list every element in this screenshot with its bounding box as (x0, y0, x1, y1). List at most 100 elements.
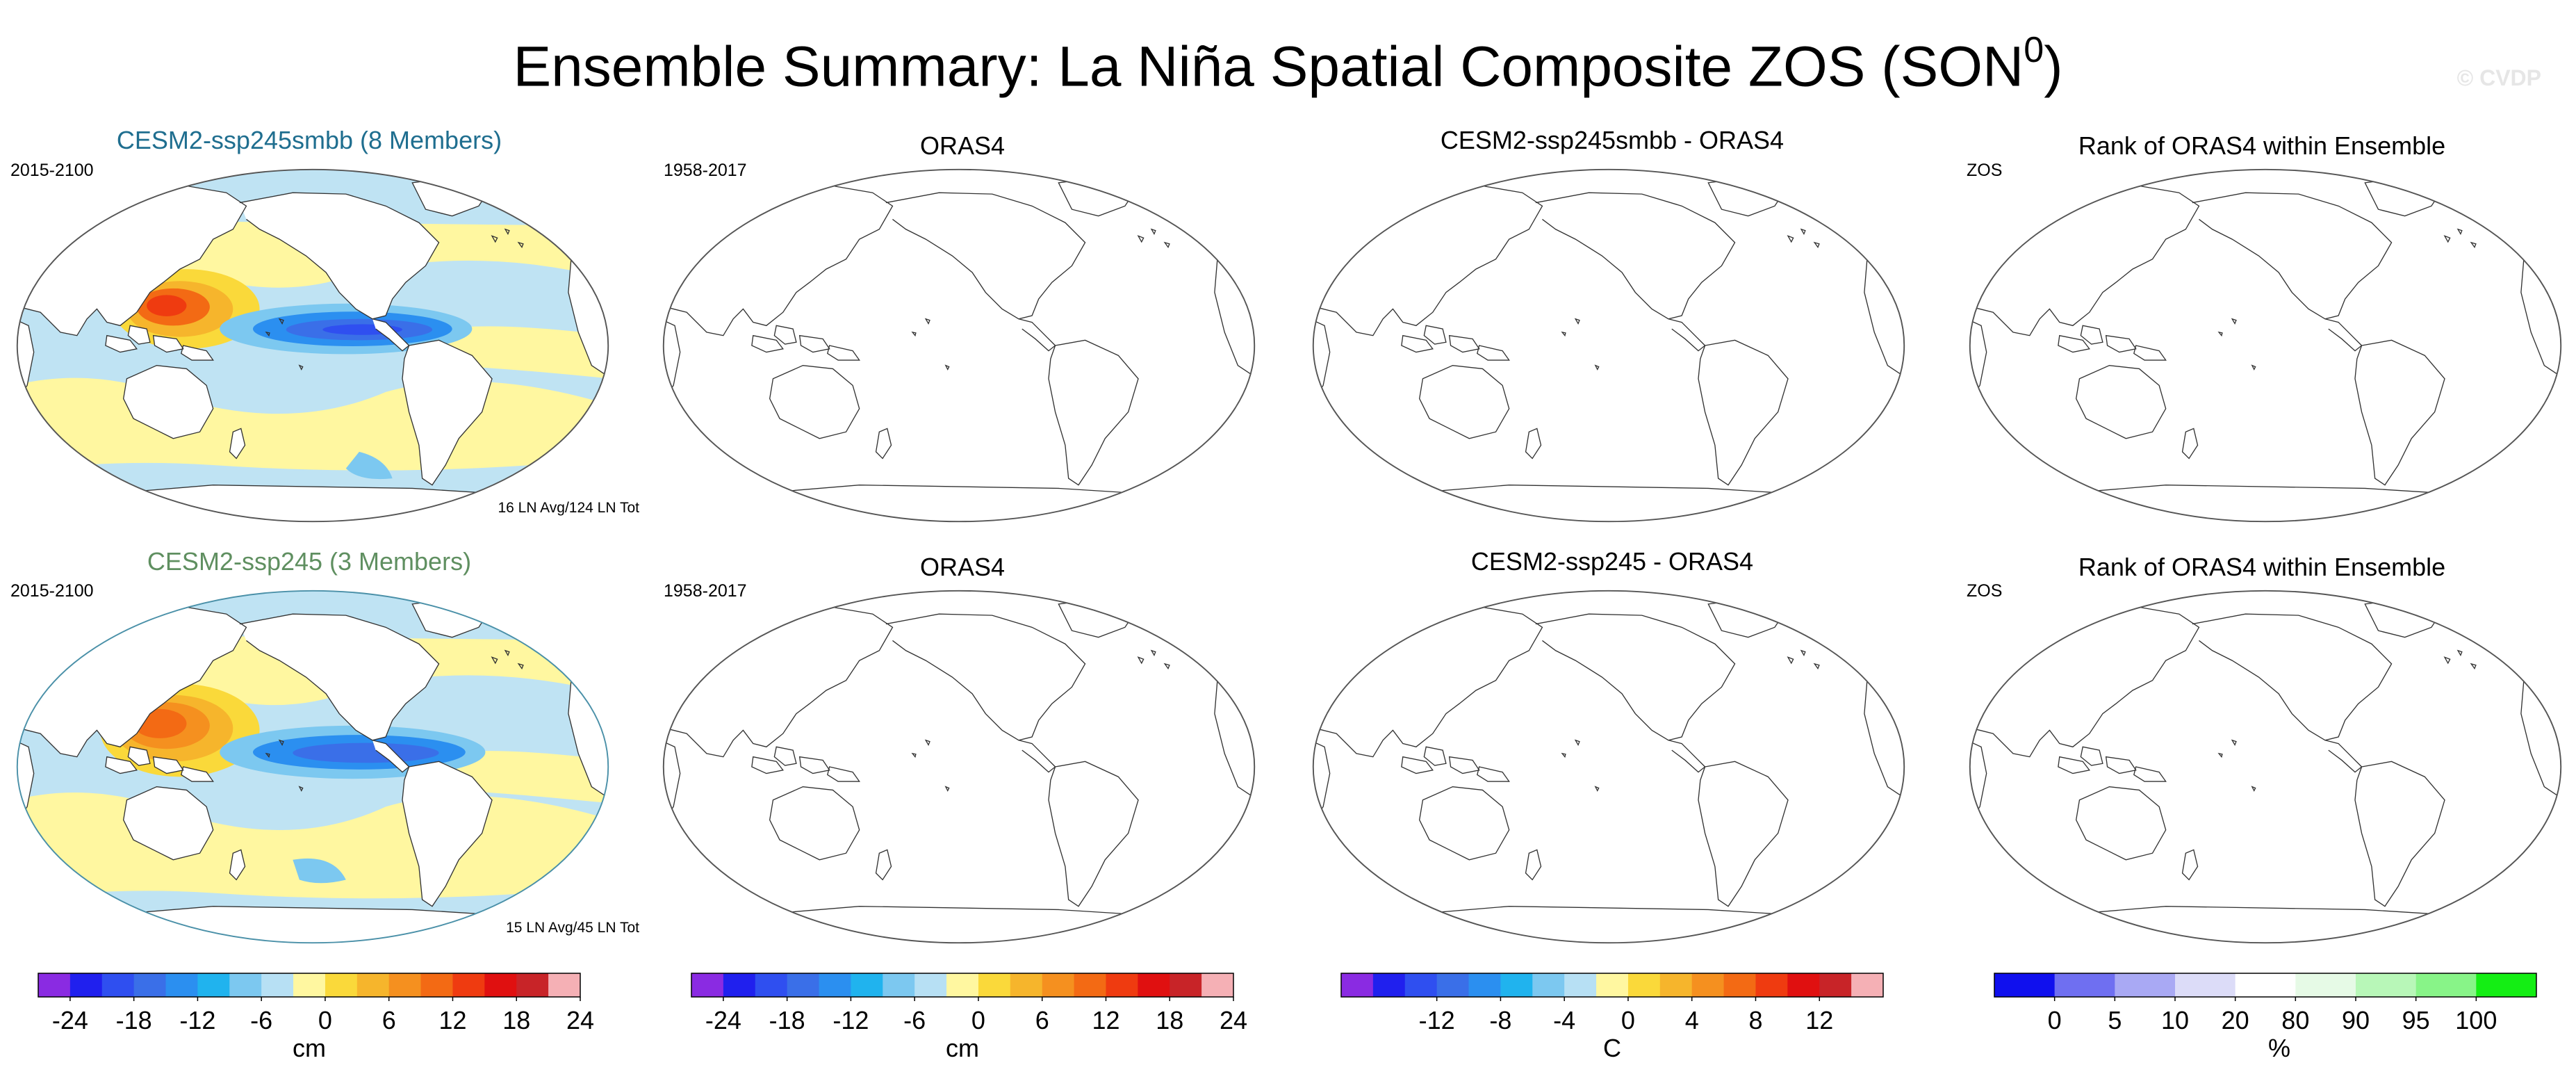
colorbar-tick-label: 6 (1035, 1006, 1049, 1034)
colorbar-tick-label: 24 (1220, 1006, 1247, 1034)
colorbar-swatch (1404, 973, 1438, 997)
colorbar-tick-label: 0 (318, 1006, 332, 1034)
colorbar-unit: % (2268, 1034, 2290, 1062)
colorbar-swatch (38, 973, 71, 997)
colorbar-swatch (1691, 973, 1725, 997)
colorbar-swatch (548, 973, 581, 997)
colorbar-swatch (2175, 973, 2236, 997)
colorbar-swatch (1787, 973, 1820, 997)
period-label-r1c2: 1958-2017 (664, 161, 747, 180)
colorbar-swatch (101, 973, 135, 997)
panel-title-r2c4: Rank of ORAS4 within Ensemble (2078, 553, 2446, 581)
colorbar-swatch (165, 973, 198, 997)
panel-title-r2c2: ORAS4 (919, 553, 1006, 581)
variable-label-r1c4: ZOS (1967, 161, 2003, 180)
colorbar-swatch (2476, 973, 2537, 997)
colorbar-tick-label: -6 (250, 1006, 272, 1034)
colorbar-swatch (1500, 973, 1533, 997)
colorbar-swatch (819, 973, 851, 997)
colorbar-swatch (452, 973, 485, 997)
colorbar-swatch (1010, 973, 1043, 997)
colorbar-rank: 0 5 10 20 80 90 95 100% (1994, 973, 2537, 1062)
colorbar-swatch (229, 973, 262, 997)
colorbar-swatch (946, 973, 979, 997)
colorbar-tick-label: -24 (52, 1006, 88, 1034)
colorbar-swatch (2054, 973, 2115, 997)
colorbar-swatch (787, 973, 820, 997)
colorbar-swatch (388, 973, 422, 997)
colorbar-tick-label: -12 (179, 1006, 215, 1034)
colorbar-swatch (978, 973, 1011, 997)
period-label-r2c2: 1958-2017 (664, 581, 747, 601)
colorbar-swatch (755, 973, 788, 997)
event-count-r2c1: 15 LN Avg/45 LN Tot (506, 920, 639, 936)
map-r1c2 (662, 168, 1256, 523)
panel-title-r2c1: CESM2-ssp245 (3 Members) (147, 547, 472, 576)
colorbar-border (38, 973, 581, 998)
panel-title-r2c3: CESM2-ssp245 - ORAS4 (1470, 547, 1754, 576)
colorbar-swatch (851, 973, 883, 997)
map-r2c3 (1312, 590, 1905, 944)
colorbar-swatch (1532, 973, 1565, 997)
colorbar-swatch (883, 973, 915, 997)
colorbar-swatch (1074, 973, 1106, 997)
colorbar-border (1340, 973, 1884, 998)
colorbar-swatch (356, 973, 390, 997)
colorbar-swatch (1994, 973, 2056, 997)
colorbar-swatch (420, 973, 453, 997)
colorbar-swatch (1106, 973, 1138, 997)
colorbar-swatch (1138, 973, 1170, 997)
colorbar-swatch (1659, 973, 1693, 997)
colorbar-swatch (133, 973, 167, 997)
colorbar-swatch (293, 973, 326, 997)
panel-title-r1c1: CESM2-ssp245smbb (8 Members) (116, 126, 502, 154)
colorbar-tick-label: -8 (1489, 1006, 1511, 1034)
colorbar-swatch (69, 973, 103, 997)
colorbar-tick-label: 95 (2402, 1006, 2430, 1034)
colorbar-swatch (1372, 973, 1406, 997)
colorbar-swatch (723, 973, 756, 997)
colorbar-swatch (1201, 973, 1234, 997)
colorbar-swatch (1596, 973, 1629, 997)
colorbar-tick-label: 12 (1805, 1006, 1833, 1034)
colorbar-swatch (2295, 973, 2356, 997)
colorbar-tick-label: 12 (1092, 1006, 1119, 1034)
colorbar-tick-label: 12 (438, 1006, 466, 1034)
colorbar-swatch (914, 973, 947, 997)
map-r1c1 (16, 168, 609, 523)
colorbar-swatch (1042, 973, 1075, 997)
colorbar-tick-label: 8 (1748, 1006, 1762, 1034)
colorbar-swatch (1341, 973, 1374, 997)
colorbar-tick-label: 0 (971, 1006, 985, 1034)
colorbar-tick-label: -12 (1419, 1006, 1455, 1034)
map-r2c4 (1969, 590, 2562, 944)
colorbar-tick-label: -12 (832, 1006, 869, 1034)
colorbar-swatch (197, 973, 230, 997)
colorbar-swatch (2415, 973, 2477, 997)
colorbar-zos-difference: -12 -8 -4 0 4 8 12 C (1340, 973, 1884, 1062)
map-r1c4 (1969, 168, 2562, 523)
colorbar-swatch (2356, 973, 2417, 997)
colorbar-border (1994, 973, 2537, 998)
colorbar-swatch (2235, 973, 2296, 997)
panel-title-r1c3: CESM2-ssp245smbb - ORAS4 (1440, 126, 1785, 154)
colorbar-tick-label: 24 (566, 1006, 594, 1034)
colorbar-swatch (1819, 973, 1852, 997)
colorbar-tick-label: 18 (1156, 1006, 1183, 1034)
map-r2c1 (16, 590, 609, 944)
colorbar-tick-label: 100 (2455, 1006, 2497, 1034)
colorbar-zos-obs: -24 -18 -12 -6 0 6 12 18 24 cm (691, 973, 1247, 1062)
colorbar-swatch (1170, 973, 1202, 997)
colorbar-swatch (1436, 973, 1470, 997)
colorbar-tick-label: -4 (1553, 1006, 1575, 1034)
colorbar-swatch (2115, 973, 2176, 997)
colorbar-swatch (484, 973, 517, 997)
variable-label-r2c4: ZOS (1967, 581, 2003, 601)
colorbar-swatch (516, 973, 549, 997)
colorbar-swatch (1627, 973, 1661, 997)
colorbar-swatch (1723, 973, 1756, 997)
colorbar-swatch (261, 973, 294, 997)
colorbar-border (691, 973, 1234, 998)
period-label-r2c1: 2015-2100 (10, 581, 94, 601)
colorbar-zos-model: -24 -18 -12 -6 0 6 12 18 24 cm (38, 973, 594, 1062)
